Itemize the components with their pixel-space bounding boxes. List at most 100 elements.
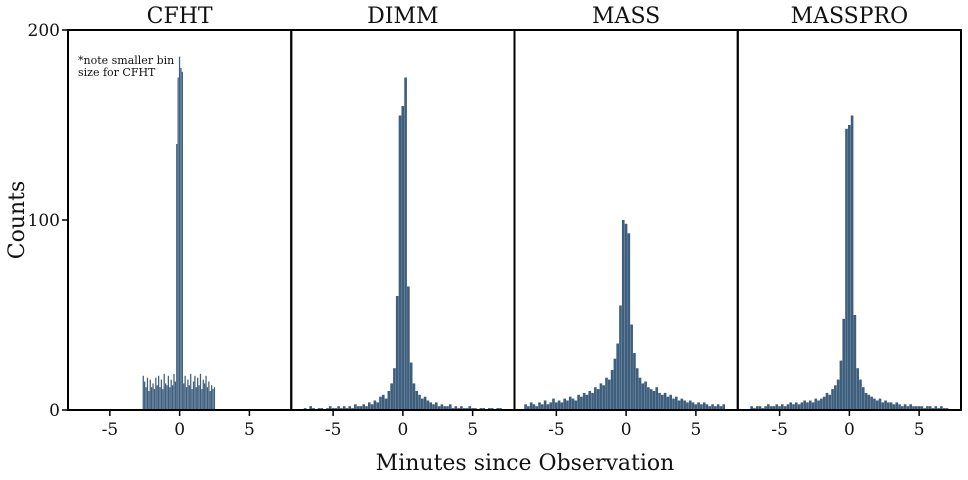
histogram-bar [806, 402, 809, 410]
histogram-bar [415, 391, 419, 410]
histogram-bar [144, 381, 146, 410]
histogram-bar [148, 391, 150, 410]
histogram-bar [212, 389, 214, 410]
histogram-bar [177, 77, 179, 410]
x-tick-label: 0 [844, 420, 855, 440]
histogram-bar [853, 315, 857, 410]
x-tick-label: 0 [397, 420, 408, 440]
histogram-bar [208, 381, 210, 410]
histogram-bar [711, 404, 714, 410]
histogram-bar [750, 406, 753, 410]
histogram-bar [772, 406, 776, 410]
histogram-bar [426, 400, 430, 410]
histogram-bar [705, 404, 709, 410]
histogram-bar [145, 387, 147, 410]
histogram-bar [800, 402, 804, 410]
histogram-bar [158, 375, 160, 410]
histogram-bar [580, 396, 583, 410]
histogram-bar [758, 406, 762, 410]
histogram-bar [163, 373, 165, 410]
histogram-bar [201, 389, 203, 410]
histogram-bar [524, 404, 527, 410]
histogram-bar [149, 379, 151, 410]
histogram-bar [384, 398, 388, 410]
histogram-bar [192, 381, 195, 410]
histogram-bar [842, 318, 846, 410]
histogram-bar [792, 404, 795, 410]
histogram-bar [596, 389, 600, 410]
histogram-bar [309, 406, 313, 410]
histogram-bar [881, 402, 885, 410]
histogram-bar [412, 383, 416, 410]
histogram-bar [535, 406, 539, 410]
histogram-bar [794, 402, 798, 410]
histogram-bar [395, 296, 399, 410]
histogram-bar [574, 400, 578, 410]
histogram-bar [666, 396, 670, 410]
histogram-bar [755, 406, 759, 410]
histogram-bar [181, 71, 183, 411]
histogram-bar [566, 400, 569, 410]
histogram-bar [638, 377, 642, 410]
histogram-bar [697, 402, 700, 410]
histogram-bar [552, 398, 555, 410]
histogram-bar [822, 396, 826, 410]
histogram-bar [591, 392, 594, 410]
histogram-bar [658, 392, 661, 410]
histogram-bar [401, 106, 405, 410]
histogram-bar [354, 404, 357, 410]
histogram-bar [691, 402, 695, 410]
histogram-bar [912, 406, 915, 410]
histogram-bar [543, 400, 547, 410]
panel-title: CFHT [147, 4, 213, 29]
histogram-bar [867, 394, 871, 410]
histogram-bar [209, 391, 211, 410]
histogram-bar [635, 368, 639, 410]
histogram-bar [164, 383, 167, 410]
histogram-bar [683, 400, 686, 410]
histogram-bar [454, 406, 458, 410]
histogram-bar [834, 385, 837, 410]
histogram-bar [532, 404, 536, 410]
histogram-bar [647, 387, 650, 410]
histogram-bar [641, 383, 645, 410]
histogram-bar [803, 400, 806, 410]
histogram-bar [554, 402, 558, 410]
histogram-bar [884, 400, 887, 410]
histogram-bar [191, 389, 193, 410]
histogram-bar [367, 402, 371, 410]
histogram-bar [607, 379, 611, 410]
histogram-bar [585, 394, 589, 410]
histogram-bar [404, 77, 407, 410]
histogram-bar [549, 402, 553, 410]
histogram-bar [928, 406, 932, 410]
histogram-bar [199, 373, 202, 410]
histogram-bar [443, 406, 446, 410]
histogram-bar [861, 387, 865, 410]
histogram-bar [370, 404, 374, 410]
panel-masspro: MASSPRO -5 0 5 [736, 4, 962, 440]
panel-dimm: DIMM -5 0 5 [290, 4, 516, 440]
histogram-bar [206, 387, 209, 410]
histogram-bar [831, 389, 834, 410]
histogram-bar [627, 233, 631, 410]
histogram-bar [920, 406, 924, 410]
histogram-bar [694, 404, 698, 410]
histogram-bar [663, 392, 667, 410]
y-tick-label: 100 [28, 211, 60, 231]
histogram-bar [778, 406, 781, 410]
y-tick-label: 0 [49, 401, 60, 421]
histogram-bar [356, 406, 360, 410]
histogram-bar [527, 406, 530, 410]
histogram-bar [903, 404, 907, 410]
histogram-bar [448, 404, 452, 410]
histogram-bar [624, 223, 628, 410]
histogram-bar [702, 402, 706, 410]
x-tick-label: 5 [914, 420, 925, 440]
histogram-bar [468, 406, 472, 410]
histogram-bar [195, 387, 197, 410]
histogram-bar [672, 398, 675, 410]
panel-mass: MASS -5 0 5 [513, 4, 739, 440]
